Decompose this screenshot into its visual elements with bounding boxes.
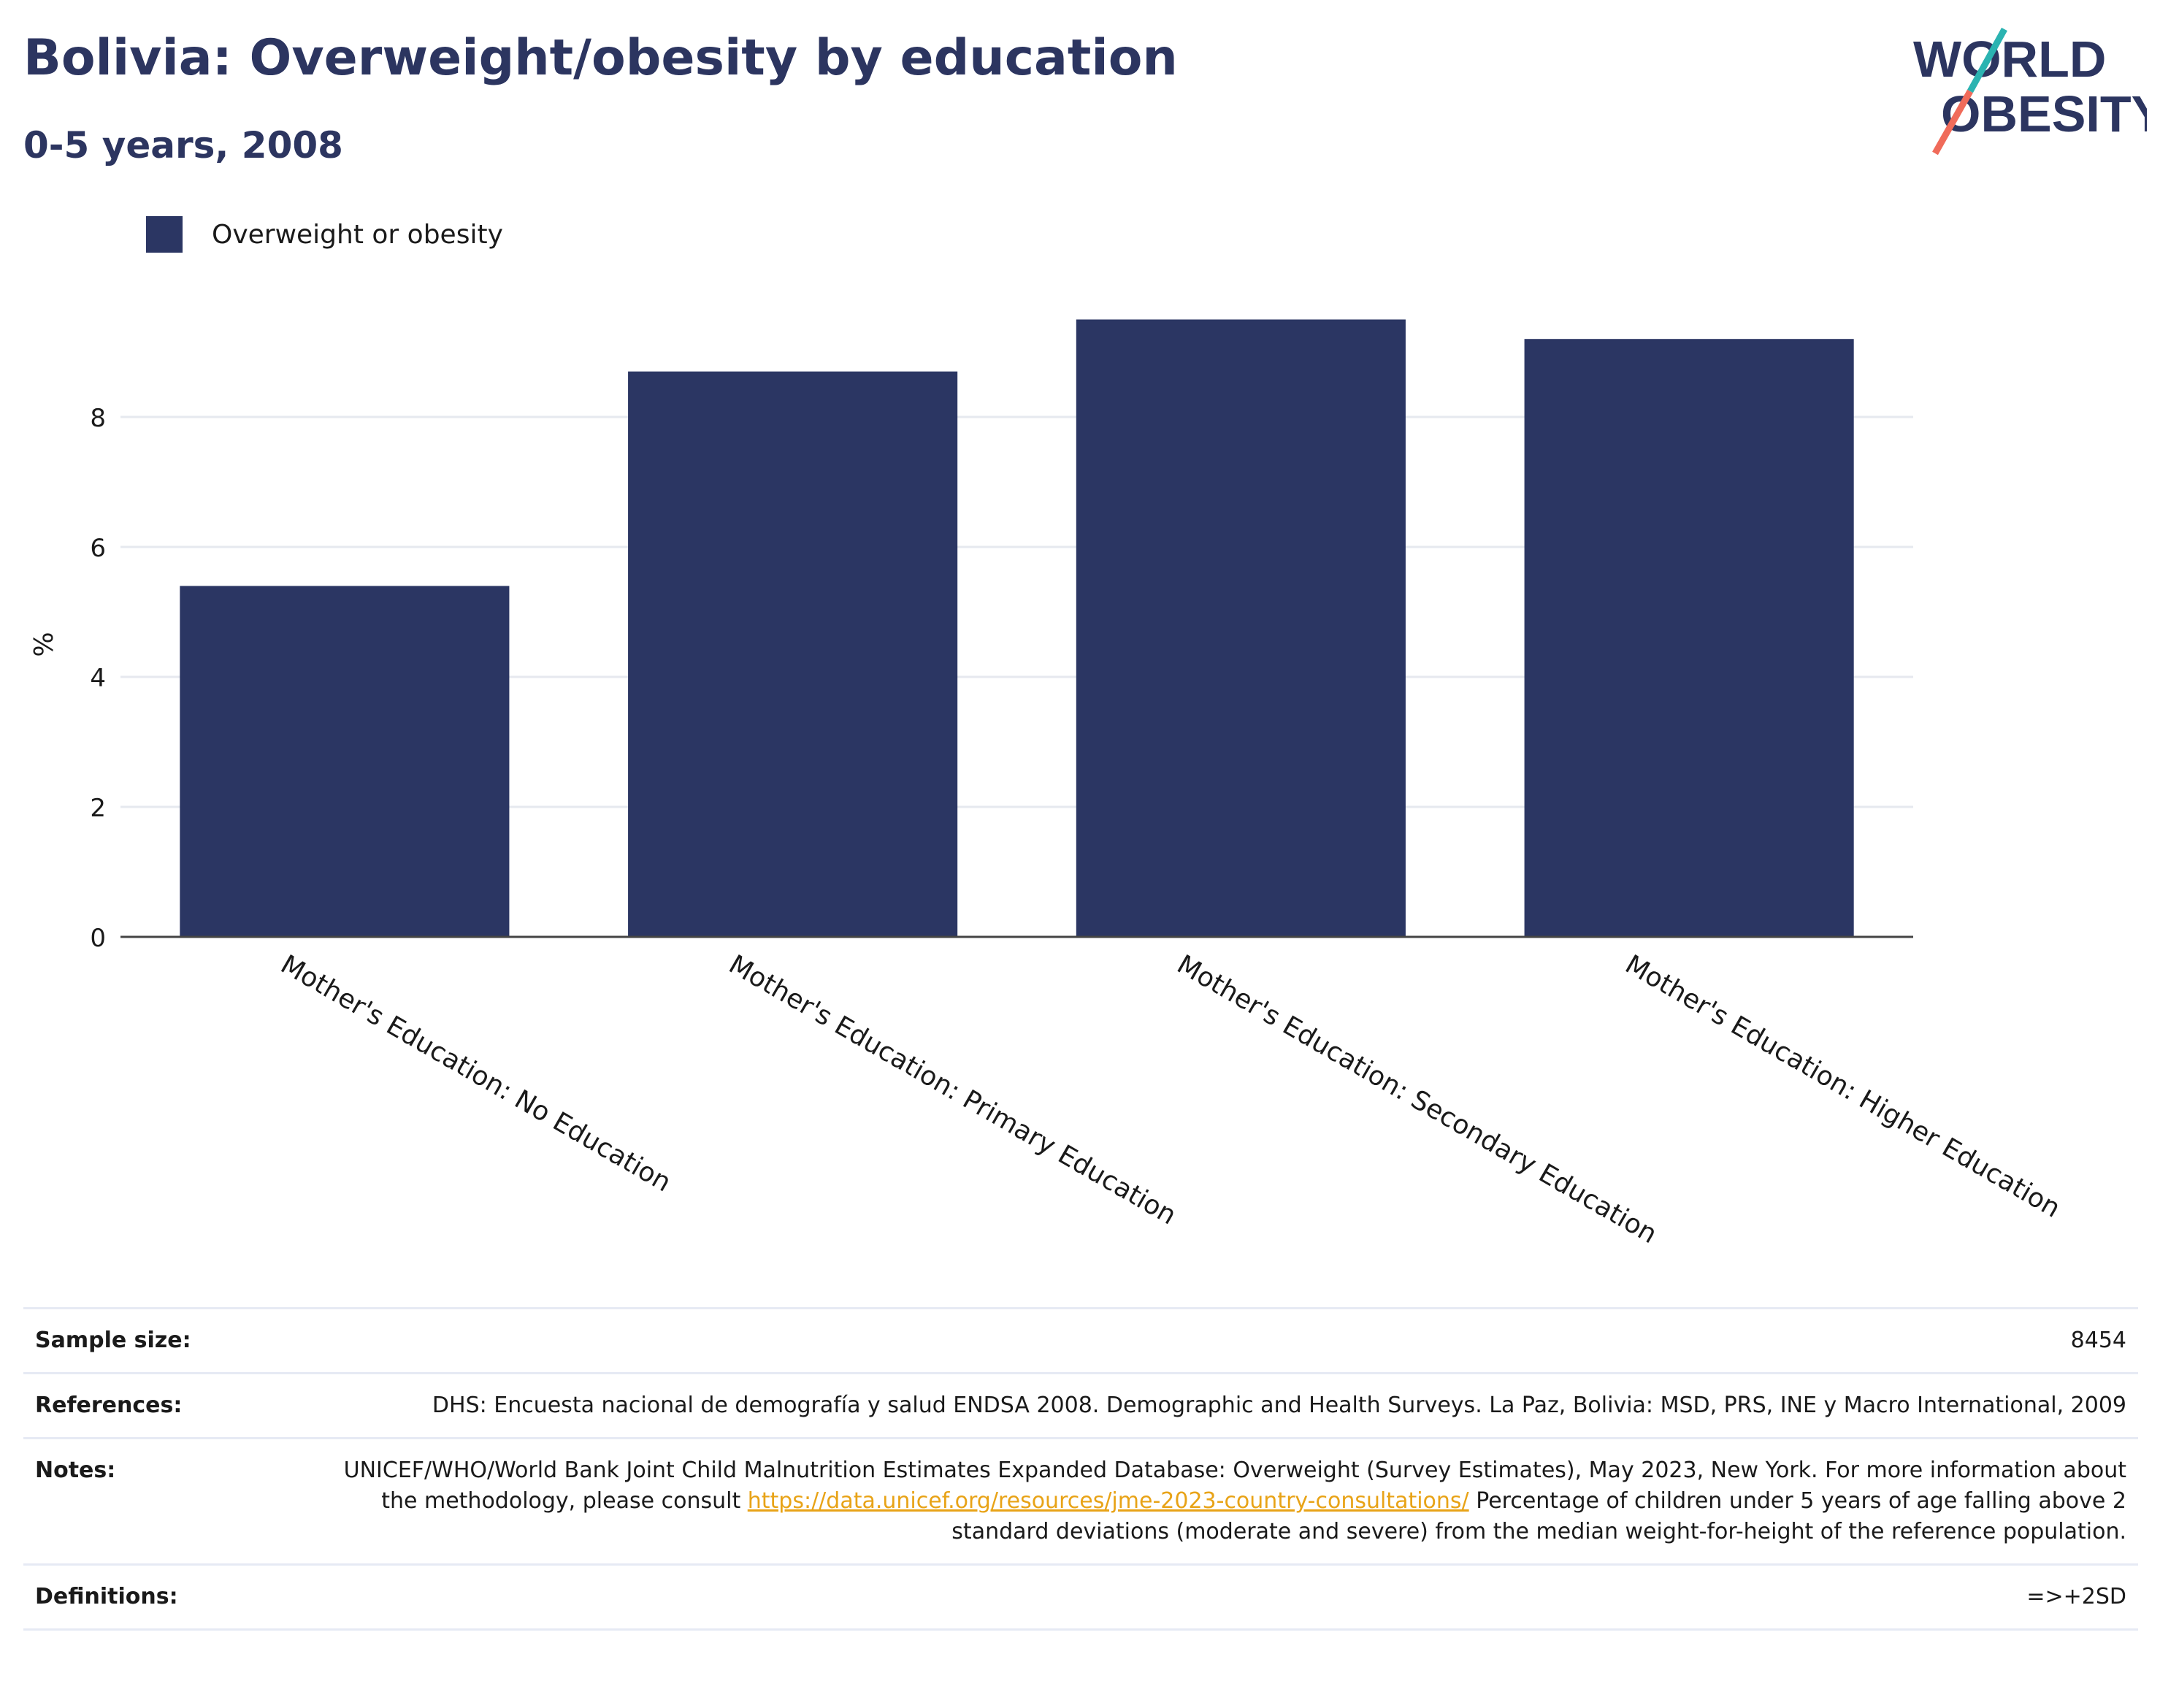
info-row-definitions: Definitions: =>+2SD xyxy=(23,1563,2138,1631)
info-row-sample-size: Sample size: 8454 xyxy=(23,1307,2138,1372)
info-row-references: References: DHS: Encuesta nacional de de… xyxy=(23,1372,2138,1437)
chart-title: Bolivia: Overweight/obesity by education xyxy=(23,29,1178,87)
y-tick-label: 0 xyxy=(90,924,106,953)
bar xyxy=(180,586,510,937)
x-tick-label: Mother's Education: No Education xyxy=(275,949,675,1198)
logo-slash-bottom xyxy=(1932,89,1973,156)
references-value: DHS: Encuesta nacional de demografía y s… xyxy=(432,1393,2126,1418)
notes-label: Notes: xyxy=(35,1458,116,1483)
y-tick-label: 2 xyxy=(90,794,106,823)
logo-line-world: WORLD xyxy=(1913,31,2106,88)
references-label: References: xyxy=(35,1393,183,1418)
notes-value: UNICEF/WHO/World Bank Joint Child Malnut… xyxy=(342,1455,2126,1547)
sample-size-label: Sample size: xyxy=(35,1328,191,1353)
y-axis-title: % xyxy=(29,632,59,656)
world-obesity-logo: WORLD OBESITY xyxy=(1913,27,2147,156)
bar xyxy=(1076,319,1406,937)
x-tick-label: Mother's Education: Primary Education xyxy=(724,949,1181,1230)
x-tick-label: Mother's Education: Secondary Education xyxy=(1172,949,1662,1249)
info-row-notes: Notes: UNICEF/WHO/World Bank Joint Child… xyxy=(23,1437,2138,1563)
logo-slash-top xyxy=(1967,27,2007,93)
notes-text-1: UNICEF/WHO/World Bank Joint Child Malnut… xyxy=(343,1458,2126,1514)
legend-label: Overweight or obesity xyxy=(212,219,503,250)
bar xyxy=(628,371,958,937)
y-tick-label: 4 xyxy=(90,664,106,693)
sample-size-value: 8454 xyxy=(2070,1328,2126,1353)
y-tick-label: 6 xyxy=(90,534,106,563)
notes-link[interactable]: https://data.unicef.org/resources/jme-20… xyxy=(747,1488,1469,1514)
legend-swatch xyxy=(146,216,183,253)
y-tick-label: 8 xyxy=(90,404,106,433)
definitions-value: =>+2SD xyxy=(2026,1584,2126,1609)
notes-text-2: Percentage of children under 5 years of … xyxy=(951,1488,2126,1544)
bar xyxy=(1524,339,1854,937)
chart-legend: Overweight or obesity xyxy=(146,216,503,253)
x-tick-label: Mother's Education: Higher Education xyxy=(1620,949,2066,1224)
info-table: Sample size: 8454 References: DHS: Encue… xyxy=(23,1307,2138,1631)
definitions-label: Definitions: xyxy=(35,1584,178,1609)
chart-subtitle: 0-5 years, 2008 xyxy=(23,124,343,166)
logo-line-obesity: OBESITY xyxy=(1941,85,2147,142)
